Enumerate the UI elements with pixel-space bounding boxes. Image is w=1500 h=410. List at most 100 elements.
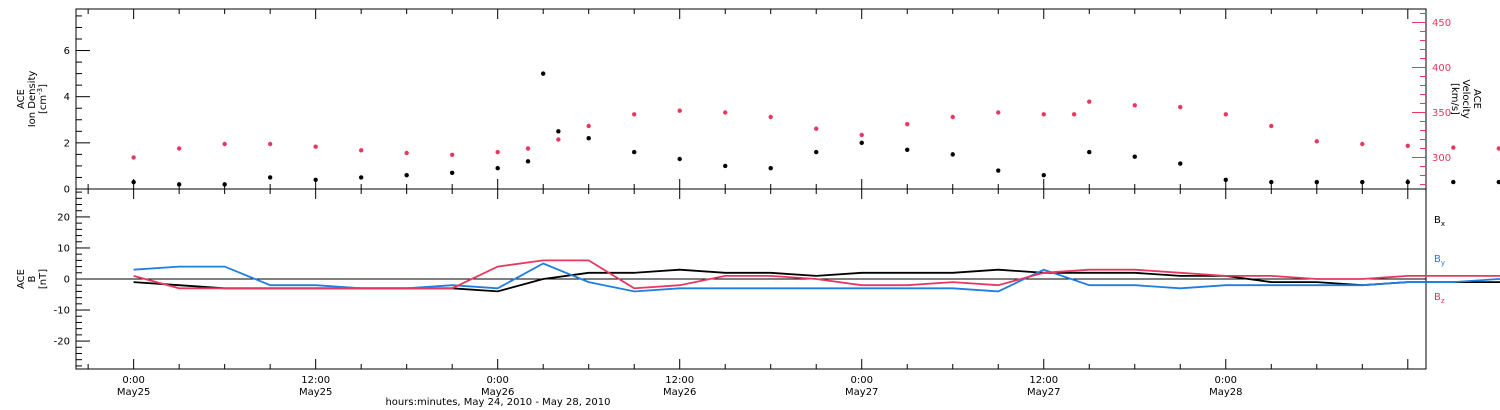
magnetic-field-panel: -20 -10 0 10 20 ACE B [nT] Bx By Bz	[16, 188, 1500, 370]
legend-bz: Bz	[1434, 292, 1445, 305]
field-tick-label: 10	[57, 243, 70, 254]
legend: Bx By Bz	[1434, 215, 1445, 305]
velocity-point	[1314, 139, 1319, 144]
velocity-tick-label: 300	[1432, 153, 1451, 164]
density-axis-label-unit: [cm-3]	[36, 84, 49, 114]
velocity-point	[1071, 112, 1077, 117]
time-tick-label: 12:00	[1029, 375, 1058, 386]
velocity-tick-label: 450	[1432, 18, 1451, 29]
density-point	[1496, 179, 1500, 185]
velocity-point	[1269, 123, 1274, 129]
field-tick-label: -10	[54, 306, 70, 317]
date-tick-label: May25	[117, 387, 150, 398]
time-tick-label: 12:00	[665, 375, 694, 386]
density-point	[1269, 179, 1274, 185]
velocity-point	[176, 146, 182, 151]
density-point	[1041, 172, 1046, 178]
velocity-point	[1405, 143, 1410, 148]
time-axis-title: hours:minutes, May 24, 2010 - May 28, 20…	[385, 397, 610, 408]
legend-bx: Bx	[1434, 215, 1445, 228]
velocity-point	[1178, 104, 1183, 110]
velocity-axis-ticks: 300 350 400 450	[1412, 13, 1451, 185]
velocity-axis-label-ace: ACE	[1471, 89, 1482, 109]
velocity-point	[1132, 103, 1137, 108]
date-tick-label: May25	[299, 387, 332, 398]
density-point	[1314, 179, 1319, 185]
density-point	[1360, 179, 1365, 185]
density-tick-label: 6	[64, 46, 70, 57]
time-axis: 0:00May2512:00May250:00May2612:00May260:…	[87, 9, 1409, 398]
density-velocity-points	[131, 71, 1500, 187]
velocity-point	[814, 126, 819, 131]
velocity-point	[449, 152, 455, 157]
date-tick-label: May27	[845, 387, 878, 398]
density-axis-label-ace: ACE	[16, 89, 27, 109]
density-tick-label: 0	[64, 185, 70, 196]
velocity-point	[556, 137, 561, 142]
velocity-point	[632, 112, 637, 117]
velocity-point	[723, 110, 728, 115]
velocity-point	[313, 144, 318, 149]
density-point	[814, 149, 819, 155]
velocity-point	[1360, 141, 1365, 147]
density-tick-label: 2	[64, 138, 70, 149]
density-point	[556, 129, 561, 134]
density-point	[449, 170, 455, 176]
time-tick-label: 0:00	[486, 375, 508, 386]
date-tick-label: May26	[481, 387, 514, 398]
velocity-tick-label: 350	[1432, 108, 1451, 119]
velocity-point	[222, 141, 227, 147]
density-point	[495, 166, 500, 171]
field-tick-label: 20	[57, 212, 70, 223]
density-point	[1451, 179, 1456, 185]
field-component-lines	[133, 259, 1500, 293]
velocity-point	[996, 110, 1001, 115]
density-point	[358, 175, 364, 180]
velocity-point	[677, 108, 682, 113]
velocity-point	[131, 155, 136, 160]
velocity-point	[1223, 112, 1228, 117]
velocity-tick-label: 400	[1432, 63, 1451, 74]
legend-by: By	[1434, 254, 1445, 267]
field-axis-label-unit: [nT]	[38, 269, 49, 289]
field-axis-label-ace: ACE	[16, 269, 27, 289]
velocity-point	[905, 122, 910, 127]
field-axis-label-name: B	[27, 275, 38, 282]
velocity-axis-label-name: Velocity	[1460, 79, 1471, 118]
velocity-point	[1451, 145, 1456, 150]
field-axis-ticks: -20 -10 0 10 20	[54, 191, 90, 367]
density-point	[404, 172, 409, 178]
density-point	[950, 152, 955, 157]
density-point	[905, 147, 910, 152]
density-tick-label: 4	[64, 92, 70, 103]
density-point	[586, 136, 591, 141]
velocity-point	[586, 123, 591, 129]
velocity-point	[525, 146, 531, 151]
time-tick-label: 0:00	[850, 375, 872, 386]
velocity-axis-label-unit: [km/s]	[1449, 83, 1460, 115]
density-point	[996, 168, 1001, 173]
date-tick-label: May28	[1209, 387, 1242, 398]
density-point	[632, 149, 637, 155]
density-point	[1087, 149, 1092, 155]
velocity-point	[1496, 146, 1500, 151]
velocity-point	[1041, 112, 1046, 117]
density-point	[540, 71, 546, 76]
date-tick-label: May27	[1027, 387, 1060, 398]
velocity-point	[495, 149, 500, 155]
density-point	[267, 175, 273, 180]
density-point	[723, 163, 728, 169]
density-axis-ticks: 0 2 4 6	[64, 15, 90, 196]
velocity-point	[950, 114, 955, 120]
field-tick-label: -20	[54, 337, 70, 348]
density-axis-label-name: Ion Density	[27, 71, 38, 128]
density-point	[859, 140, 864, 146]
velocity-point	[768, 114, 773, 120]
density-point	[1178, 161, 1183, 166]
density-point	[768, 166, 773, 171]
velocity-point	[859, 132, 864, 138]
time-tick-label: 0:00	[122, 375, 144, 386]
bz-line	[133, 259, 1500, 290]
field-tick-label: 0	[64, 275, 70, 286]
